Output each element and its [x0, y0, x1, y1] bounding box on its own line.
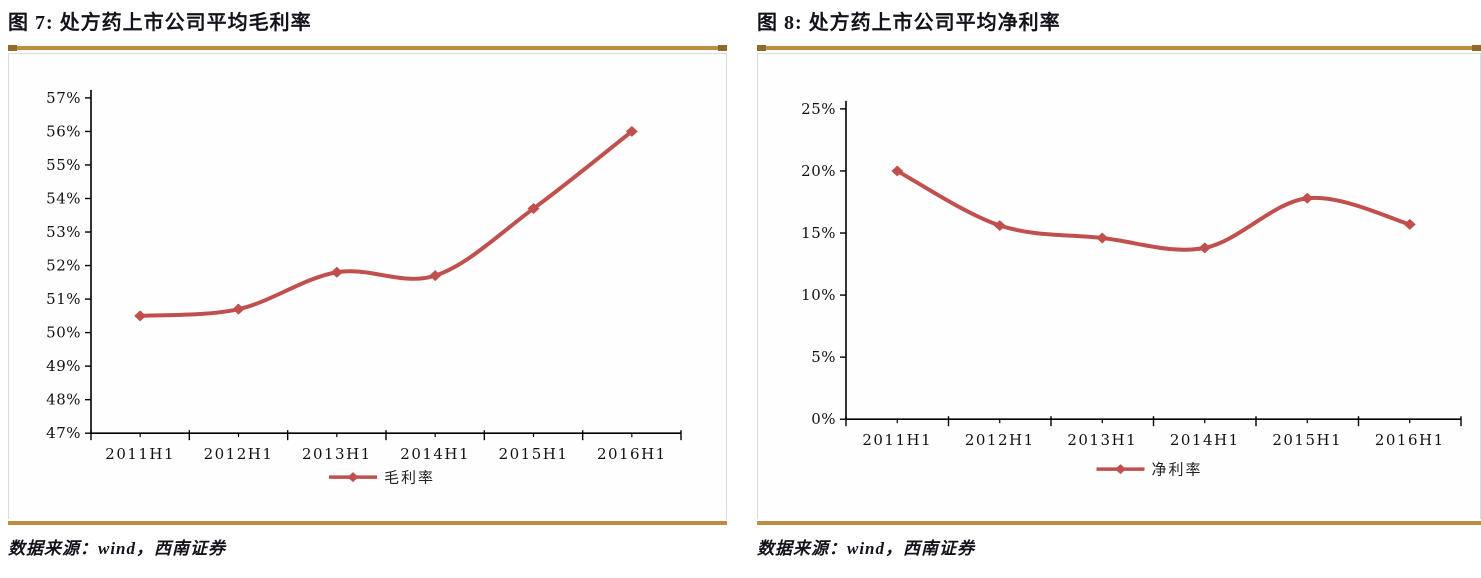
data-point-marker [1403, 218, 1416, 230]
y-tick-label: 47% [46, 424, 81, 442]
data-point-marker [330, 266, 343, 278]
x-tick-label: 2015H1 [1272, 431, 1342, 449]
data-point-marker [1096, 232, 1109, 244]
data-point-marker [1198, 242, 1211, 254]
gross-margin-chart-box: 57% 56% 55% 54% 53% 52% 51% 50% 49% 48% 47% 2011H1 2… [8, 53, 727, 519]
rule-end-cap [757, 45, 766, 51]
x-tick-label: 2016H1 [1375, 431, 1445, 449]
y-tick-label: 15% [801, 224, 836, 242]
figure-7-source: 数据来源：wind，西南证券 [8, 539, 227, 558]
x-tick-label: 2012H1 [204, 445, 274, 463]
data-point-marker [1301, 192, 1314, 204]
figure-8-panel: 图 8: 处方药上市公司平均净利率 25% 20% 15% 10% 5% 0% 2011H1… [757, 0, 1481, 578]
gold-rule-bottom [757, 521, 1481, 525]
figure-7-title: 图 7: 处方药上市公司平均毛利率 [8, 12, 312, 34]
y-tick-label: 52% [46, 257, 81, 275]
data-point-marker [625, 125, 638, 137]
data-point-marker [232, 303, 245, 315]
data-point-marker [429, 270, 442, 282]
x-tick-label: 2011H1 [862, 431, 932, 449]
y-tick-label: 48% [46, 391, 81, 409]
data-point-marker [134, 310, 147, 322]
data-point-marker [527, 203, 540, 215]
y-tick-label: 53% [46, 223, 81, 241]
y-tick-label: 0% [811, 410, 836, 428]
y-tick-label: 49% [46, 357, 81, 375]
y-tick-label: 50% [46, 324, 81, 342]
figure-7-panel: 图 7: 处方药上市公司平均毛利率 57% 56% 55% 54% 53% 52% 51% 5… [8, 0, 727, 578]
x-tick-label: 2013H1 [302, 445, 372, 463]
gold-rule-top [8, 45, 727, 51]
x-tick-label: 2011H1 [105, 445, 175, 463]
rule-end-cap [8, 45, 17, 51]
y-tick-label: 56% [46, 122, 81, 140]
legend-label: 毛利率 [384, 470, 435, 487]
gold-rule-bottom [8, 521, 727, 525]
y-tick-label: 20% [801, 162, 836, 180]
series-line [138, 129, 634, 318]
net-margin-chart-box: 25% 20% 15% 10% 5% 0% 2011H1 2012H1 2013H1 2014H1… [757, 53, 1481, 519]
figure-8-title: 图 8: 处方药上市公司平均净利率 [757, 12, 1061, 34]
rule-end-cap [718, 45, 727, 51]
net-margin-chart: 25% 20% 15% 10% 5% 0% 2011H1 2012H1 2013H1 2014H1… [801, 100, 1462, 479]
y-tick-label: 51% [46, 290, 81, 308]
y-tick-label: 57% [46, 89, 81, 107]
rule-end-cap [1472, 45, 1481, 51]
legend-marker-icon [1115, 464, 1126, 475]
y-tick-label: 55% [46, 156, 81, 174]
gross-margin-chart: 57% 56% 55% 54% 53% 52% 51% 50% 49% 48% 47% 2011H1 2… [46, 89, 682, 487]
x-tick-label: 2015H1 [499, 445, 569, 463]
y-tick-label: 5% [811, 348, 836, 366]
figure-8-source: 数据来源：wind，西南证券 [757, 539, 976, 558]
series-line [895, 168, 1412, 252]
gold-rule-top [757, 45, 1481, 51]
x-tick-label: 2014H1 [400, 445, 470, 463]
x-tick-label: 2016H1 [597, 445, 667, 463]
x-tick-label: 2013H1 [1067, 431, 1137, 449]
x-tick-label: 2012H1 [965, 431, 1035, 449]
y-tick-label: 54% [46, 189, 81, 207]
legend-marker-icon [347, 472, 359, 483]
y-tick-label: 10% [801, 286, 836, 304]
legend-label: 净利率 [1152, 462, 1203, 479]
y-tick-label: 25% [801, 100, 836, 118]
x-tick-label: 2014H1 [1170, 431, 1240, 449]
data-point-marker [993, 220, 1006, 232]
